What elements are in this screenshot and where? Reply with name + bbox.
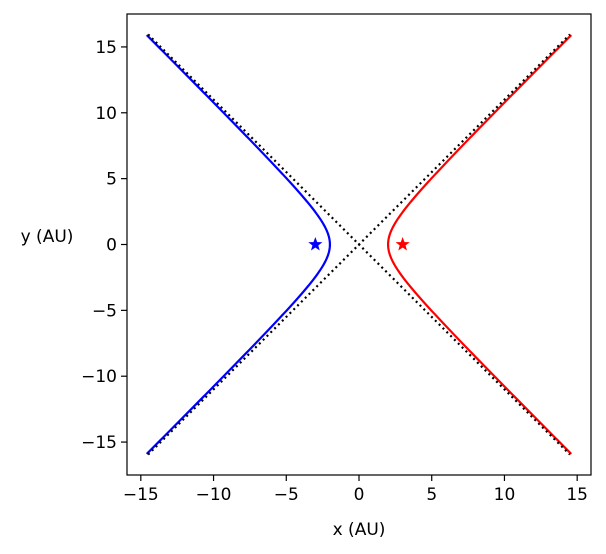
y-tick-label: 15 [95, 38, 117, 58]
x-axis-ticks: −15 −10 −5 0 5 10 15 [123, 475, 588, 505]
y-tick-label: −15 [81, 433, 117, 453]
x-tick-label: 15 [566, 485, 588, 505]
data-layer [145, 33, 573, 456]
star-marker-left [308, 237, 323, 251]
y-axis-label: y (AU) [21, 227, 74, 247]
star-marker-right [395, 237, 410, 251]
x-axis-label: x (AU) [333, 520, 386, 540]
hyperbola-right-branch [386, 34, 573, 455]
asymptote-negative-slope [147, 33, 571, 456]
y-tick-label: 0 [106, 236, 117, 256]
y-axis-ticks: −15 −10 −5 0 5 10 15 [81, 38, 127, 453]
hyperbola-left-branch [145, 34, 332, 455]
x-tick-label: 0 [354, 485, 365, 505]
y-tick-label: 10 [95, 104, 117, 124]
x-tick-label: 10 [494, 485, 516, 505]
x-tick-label: −10 [196, 485, 232, 505]
x-tick-label: −5 [274, 485, 299, 505]
y-tick-label: −5 [92, 301, 117, 321]
x-tick-label: −15 [123, 485, 159, 505]
y-tick-label: 5 [106, 170, 117, 190]
y-tick-label: −10 [81, 367, 117, 387]
x-tick-label: 5 [426, 485, 437, 505]
